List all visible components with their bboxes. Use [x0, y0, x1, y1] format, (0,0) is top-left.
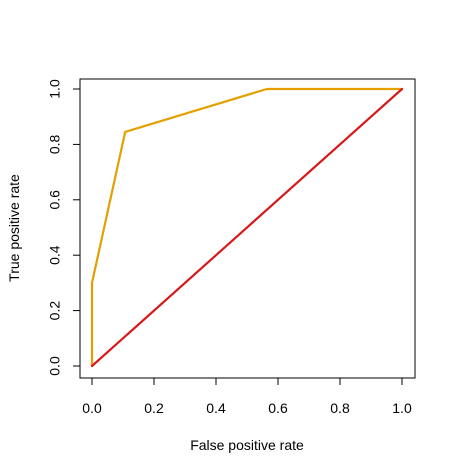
x-axis: 0.0 0.2 0.4 0.6 0.8 1.0 [82, 377, 412, 416]
y-tick-label: 0.0 [47, 356, 63, 376]
y-tick-label: 0.6 [47, 190, 63, 210]
x-tick-label: 0.8 [330, 400, 350, 416]
x-axis-title: False positive rate [190, 437, 304, 453]
series-layer [90, 87, 404, 368]
y-axis-title: True positive rate [6, 174, 22, 282]
y-tick-label: 1.0 [47, 79, 63, 99]
x-tick-label: 0.2 [144, 400, 164, 416]
y-axis: 0.0 0.2 0.4 0.6 0.8 1.0 [47, 79, 81, 376]
y-tick-label: 0.2 [47, 301, 63, 321]
x-tick-label: 0.4 [206, 400, 226, 416]
x-tick-label: 0.6 [268, 400, 288, 416]
series-line-1 [90, 87, 404, 368]
y-tick-label: 0.4 [47, 245, 63, 265]
series-line-2 [90, 87, 404, 368]
x-tick-label: 0.0 [82, 400, 102, 416]
y-tick-label: 0.8 [47, 134, 63, 154]
x-tick-label: 1.0 [392, 400, 412, 416]
